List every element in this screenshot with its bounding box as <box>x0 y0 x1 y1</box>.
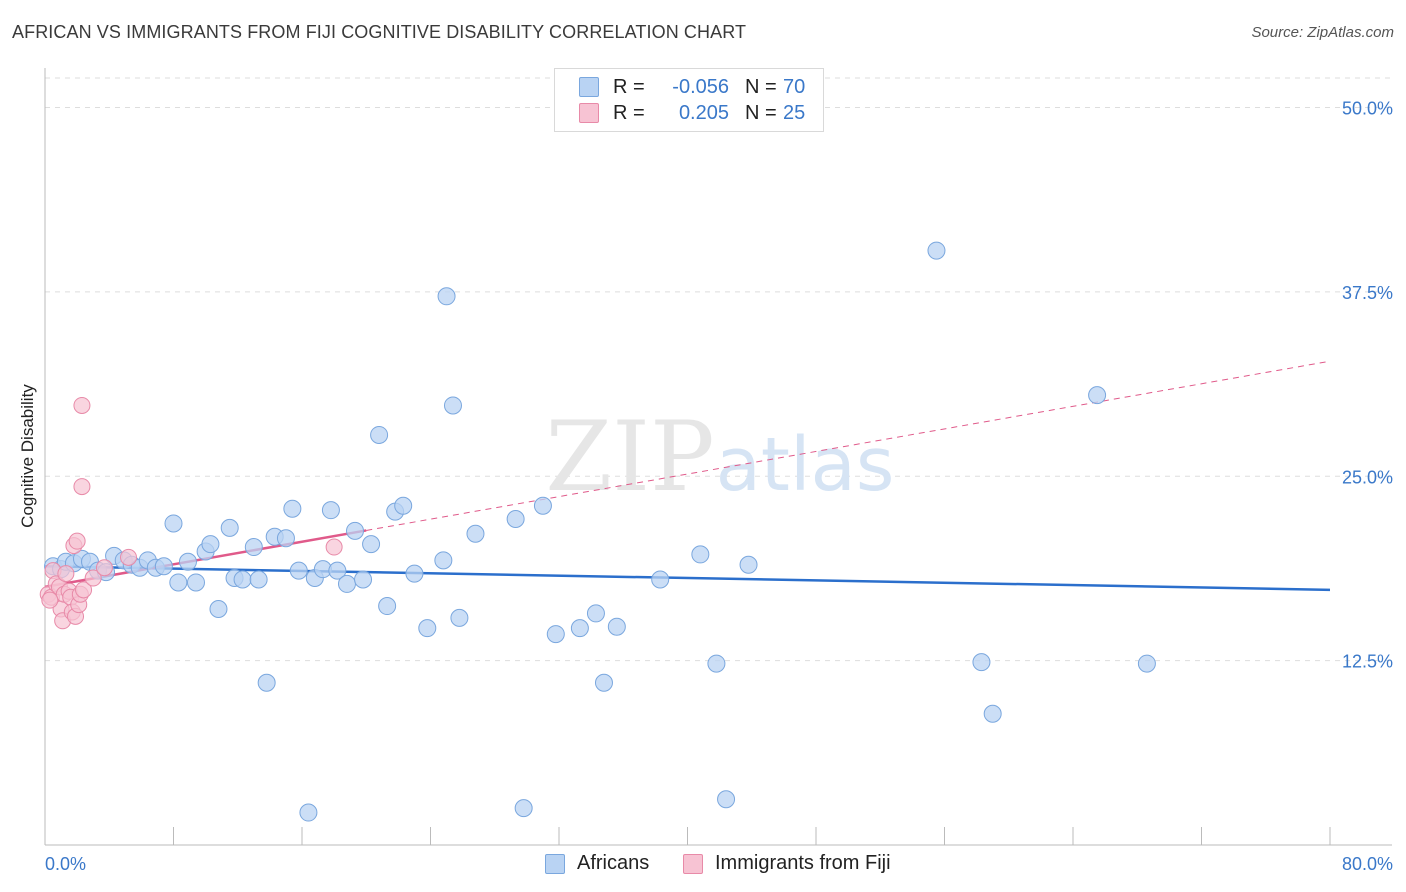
x-tick-label-min: 0.0% <box>45 854 86 874</box>
chart-title: AFRICAN VS IMMIGRANTS FROM FIJI COGNITIV… <box>12 22 747 42</box>
point-africans <box>434 551 453 570</box>
legend-row-africans: R = -0.056 N = 70 <box>579 74 805 100</box>
point-africans <box>927 241 946 260</box>
point-africans <box>154 557 173 576</box>
point-africans <box>691 545 710 564</box>
point-fiji <box>95 559 113 577</box>
series-legend: Africans Immigrants from Fiji <box>0 852 1406 878</box>
point-africans <box>443 396 462 415</box>
point-africans <box>201 535 220 554</box>
point-africans <box>299 803 318 822</box>
point-africans <box>739 555 758 574</box>
legend-n-label: N = <box>745 75 777 98</box>
point-africans <box>546 625 565 644</box>
point-africans <box>607 617 626 636</box>
point-africans <box>983 704 1002 723</box>
legend-r-label: R = <box>613 75 645 98</box>
point-africans <box>466 524 485 543</box>
data-points <box>39 241 1156 822</box>
point-fiji <box>325 538 343 556</box>
legend-label-fiji: Immigrants from Fiji <box>715 852 891 874</box>
point-fiji <box>84 569 102 587</box>
point-africans <box>418 619 437 638</box>
y-axis-label: Cognitive Disability <box>18 384 37 528</box>
legend-r-label: R = <box>613 101 645 124</box>
point-africans <box>514 799 533 818</box>
point-africans <box>972 653 991 672</box>
correlation-legend: R = -0.056 N = 70 R = 0.205 N = 25 <box>554 68 824 132</box>
point-africans <box>354 570 373 589</box>
y-tick-label: 37.5% <box>1342 283 1393 303</box>
point-fiji <box>75 581 93 599</box>
point-africans <box>437 287 456 306</box>
point-fiji <box>41 591 59 609</box>
point-africans <box>594 673 613 692</box>
legend-swatch-fiji <box>683 853 703 874</box>
point-fiji <box>73 396 91 414</box>
point-africans <box>244 538 263 557</box>
point-africans <box>378 597 397 616</box>
point-africans <box>1088 386 1107 405</box>
point-africans <box>321 501 340 520</box>
point-fiji <box>68 532 86 550</box>
legend-n-value: 70 <box>783 75 806 98</box>
point-africans <box>283 499 302 518</box>
x-tick-label-max: 80.0% <box>1342 854 1393 874</box>
y-tick-label: 50.0% <box>1342 99 1393 119</box>
point-africans <box>169 573 188 592</box>
point-africans <box>178 552 197 571</box>
point-africans <box>1137 654 1156 673</box>
point-africans <box>164 514 183 533</box>
trend-line-fiji-dashed <box>366 360 1331 531</box>
axes <box>44 68 1392 846</box>
point-africans <box>257 673 276 692</box>
legend-item-fiji[interactable]: Immigrants from Fiji <box>683 852 891 875</box>
point-fiji <box>120 548 138 566</box>
legend-n-value: 25 <box>783 101 806 124</box>
point-africans <box>586 604 605 623</box>
legend-n-label: N = <box>745 101 777 124</box>
point-africans <box>570 619 589 638</box>
tick-labels: 12.5% 25.0% 37.5% 50.0% 0.0% 80.0% <box>45 99 1393 875</box>
point-africans <box>276 529 295 548</box>
legend-row-fiji: R = 0.205 N = 25 <box>579 100 805 126</box>
point-africans <box>405 564 424 583</box>
legend-label-africans: Africans <box>577 852 650 874</box>
point-fiji <box>73 478 91 496</box>
point-africans <box>707 654 726 673</box>
point-africans <box>346 521 365 540</box>
point-fiji <box>57 565 75 583</box>
point-africans <box>249 570 268 589</box>
point-africans <box>209 600 228 618</box>
legend-r-value: 0.205 <box>678 101 729 124</box>
y-tick-label: 25.0% <box>1342 467 1393 487</box>
legend-item-africans[interactable]: Africans <box>545 852 649 875</box>
point-africans <box>362 535 381 554</box>
point-africans <box>506 510 525 529</box>
point-africans <box>717 790 736 809</box>
point-africans <box>533 496 552 515</box>
y-tick-label: 12.5% <box>1342 652 1393 672</box>
watermark: ZIP atlas <box>545 401 894 513</box>
point-africans <box>233 570 252 589</box>
point-africans <box>289 561 308 580</box>
legend-swatch-africans <box>545 853 565 874</box>
point-africans <box>651 570 670 589</box>
watermark-zip: ZIP <box>545 401 714 513</box>
legend-swatch-africans <box>579 77 599 97</box>
point-africans <box>394 496 413 515</box>
point-africans <box>337 574 356 593</box>
point-africans <box>220 518 239 537</box>
source-label: Source: ZipAtlas.com <box>1251 24 1394 41</box>
point-africans <box>186 573 205 592</box>
trend-line-africans <box>44 564 1331 592</box>
legend-swatch-fiji <box>579 103 599 123</box>
point-africans <box>370 425 389 444</box>
point-africans <box>328 561 347 580</box>
point-africans <box>450 608 469 627</box>
legend-r-value: -0.056 <box>672 75 729 98</box>
watermark-atlas: atlas <box>716 422 895 508</box>
